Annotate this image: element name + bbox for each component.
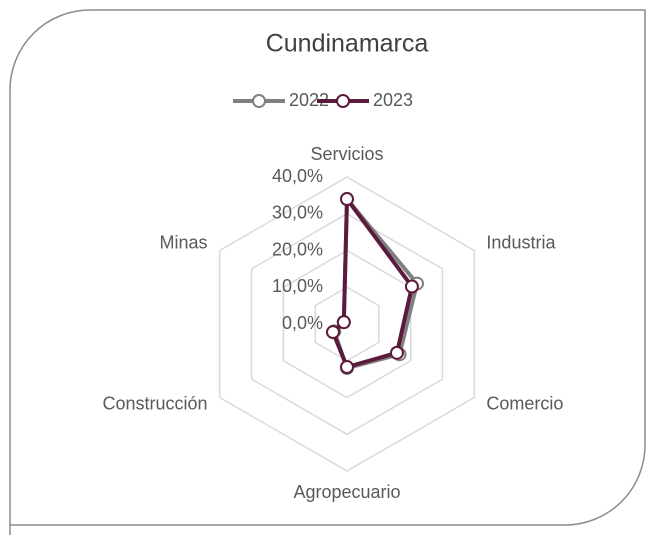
category-label: Minas xyxy=(160,232,208,252)
marker xyxy=(404,279,419,294)
chart-title: Cundinamarca xyxy=(266,30,429,58)
grid-ring xyxy=(250,212,444,436)
card-border xyxy=(9,9,646,535)
legend-marker xyxy=(252,94,266,108)
marker xyxy=(336,315,351,330)
marker xyxy=(340,192,354,207)
legend-label: 2022 xyxy=(289,90,329,110)
r-tick-label: 20,0% xyxy=(272,239,323,259)
grid-ring xyxy=(218,176,476,472)
r-tick-label: 30,0% xyxy=(272,203,323,223)
category-label: Industria xyxy=(486,232,556,252)
marker xyxy=(389,345,404,360)
r-tick-label: 10,0% xyxy=(272,276,323,296)
r-tick-label: 0,0% xyxy=(282,313,323,333)
category-label: Servicios xyxy=(310,144,383,164)
marker xyxy=(340,359,354,374)
legend-label: 2023 xyxy=(373,90,413,110)
marker xyxy=(325,325,340,340)
category-label: Agropecuario xyxy=(293,482,400,502)
series-line xyxy=(330,197,414,369)
category-label: Comercio xyxy=(486,393,563,413)
legend-marker xyxy=(336,94,350,108)
r-tick-label: 40,0% xyxy=(272,166,323,186)
category-label: Construcción xyxy=(103,393,208,413)
